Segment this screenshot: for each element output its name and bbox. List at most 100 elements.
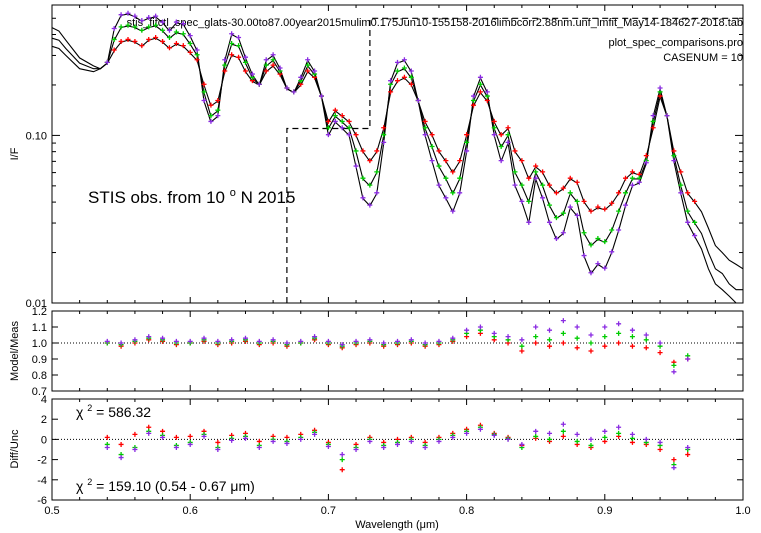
ratio-point <box>547 343 553 349</box>
spectrum-point-model-high <box>194 47 200 53</box>
spectrum-point-model-mid <box>491 125 497 131</box>
spectrum-point-model-high <box>657 85 663 91</box>
obs-annotation-main: STIS obs. from 10 <box>88 188 225 207</box>
spectrum-point-model-low <box>408 81 414 87</box>
residual-point <box>187 433 193 439</box>
ratio-point <box>616 340 622 346</box>
spectrum-point-model-mid <box>464 139 470 145</box>
spectrum-point-model-low <box>443 158 449 164</box>
residual-point <box>118 441 124 447</box>
spectrum-point-model-low <box>643 153 649 159</box>
program-label: plot_spec_comparisons.pro <box>608 37 743 49</box>
spectrum-point-model-high <box>388 78 394 84</box>
residual-point <box>547 436 553 442</box>
residual-point <box>464 430 470 436</box>
spectrum-point-model-low <box>477 89 483 95</box>
spectrum-point-model-low <box>215 97 221 103</box>
ratio-point <box>574 324 580 330</box>
ratio-point <box>657 350 663 356</box>
ratio-point <box>602 324 608 330</box>
ratio-point <box>464 327 470 333</box>
spectrum-point-model-mid <box>187 41 193 47</box>
spectrum-point-model-high <box>429 158 435 164</box>
spectrum-point-model-low <box>457 158 463 164</box>
ratio-point <box>118 340 124 346</box>
residual-point <box>339 467 345 473</box>
residual-point <box>560 433 566 439</box>
spectrum-point-model-high <box>457 190 463 196</box>
spectrum-point-model-low <box>353 132 359 138</box>
ratio-point <box>298 338 304 344</box>
residual-point <box>298 436 304 442</box>
chi2-range-symbol: χ <box>76 478 84 494</box>
spectrum-point-model-low <box>464 132 470 138</box>
chi2-total-label: χ 2 = 586.32 <box>76 398 151 420</box>
spectrum-point-model-low <box>422 118 428 124</box>
residual-point <box>685 444 691 450</box>
spectrum-point-model-low <box>236 54 242 60</box>
spectrum-point-model-mid <box>374 169 380 175</box>
spectrum-point-model-low <box>574 179 580 185</box>
spectrum-point-model-high <box>505 139 511 145</box>
casenum-label: CASENUM = 10 <box>663 52 743 64</box>
spectrum-point-model-low <box>484 97 490 103</box>
spectrum-point-model-high <box>104 59 110 65</box>
spectrum-point-model-high <box>339 125 345 131</box>
spectrum-point-model-mid <box>477 81 483 87</box>
spectrum-point-model-high <box>498 158 504 164</box>
spectrum-point-model-low <box>242 68 248 74</box>
spectrum-point-model-low <box>540 169 546 175</box>
spectrum-point-model-high <box>222 57 228 63</box>
spectrum-point-model-mid <box>146 24 152 30</box>
spectrum-point-model-mid <box>395 68 400 74</box>
spectrum-point-model-low <box>602 206 608 212</box>
ratio-point <box>629 343 635 349</box>
spectrum-point-model-low <box>146 36 152 42</box>
spectrum-point-model-mid <box>222 62 228 68</box>
spectrum-point-model-high <box>560 230 566 236</box>
chart-marks: 0.5 0.6 0.7 0.8 0.9 1.0 0.01 0.10 0.7 0.8 0.9 1.0 1.… <box>26 4 751 517</box>
spectrum-point-model-high <box>464 148 470 154</box>
ratio-point <box>132 337 138 343</box>
spectrum-point-model-mid <box>153 22 159 28</box>
spectrum-point-model-low <box>401 74 407 80</box>
residual-point <box>436 438 442 444</box>
residual-point <box>574 438 580 444</box>
ratio-point <box>201 335 207 341</box>
spectrum-point-model-mid <box>588 242 594 248</box>
spectrum-point-model-high <box>160 19 166 25</box>
ratio-point <box>602 343 608 349</box>
spectrum-point-model-mid <box>574 198 580 204</box>
ratio-point <box>146 334 152 340</box>
spectrum-point-model-mid <box>236 43 242 49</box>
spectrum-point-model-high <box>401 57 407 63</box>
spectrum-point-model-mid <box>173 29 179 35</box>
spectrum-point-model-mid <box>325 125 331 131</box>
spectrum-point-model-mid <box>208 113 214 119</box>
obs-annotation-rest: N 2015 <box>241 188 296 207</box>
ratio-point <box>616 330 622 336</box>
spectrum-point-model-high <box>471 93 477 99</box>
spectrum-point-model-low <box>595 204 601 210</box>
ratio-point <box>408 337 414 343</box>
spectrum-point-model-mid <box>471 97 477 103</box>
y-tick-label: 0.8 <box>32 370 47 382</box>
spectrum-point-model-mid <box>194 52 200 58</box>
ratio-point <box>547 337 553 343</box>
residual-point <box>547 430 553 436</box>
spectrum-point-model-high <box>166 27 172 33</box>
ratio-point <box>187 338 193 344</box>
spectrum-point-model-low <box>388 89 394 95</box>
spectrum-point-model-low <box>367 158 373 164</box>
spectrum-point-model-low <box>339 113 345 119</box>
ratio-point <box>215 338 221 344</box>
ratio-point <box>284 340 290 346</box>
residual-point <box>353 447 359 452</box>
spectrum-point-model-low <box>305 68 311 74</box>
spectrum-point-model-mid <box>526 198 532 204</box>
residual-point <box>104 444 110 450</box>
spectrum-point-model-high <box>249 71 255 77</box>
spectrum-point-model-high <box>581 253 587 259</box>
spectrum-point-model-high <box>547 219 553 225</box>
